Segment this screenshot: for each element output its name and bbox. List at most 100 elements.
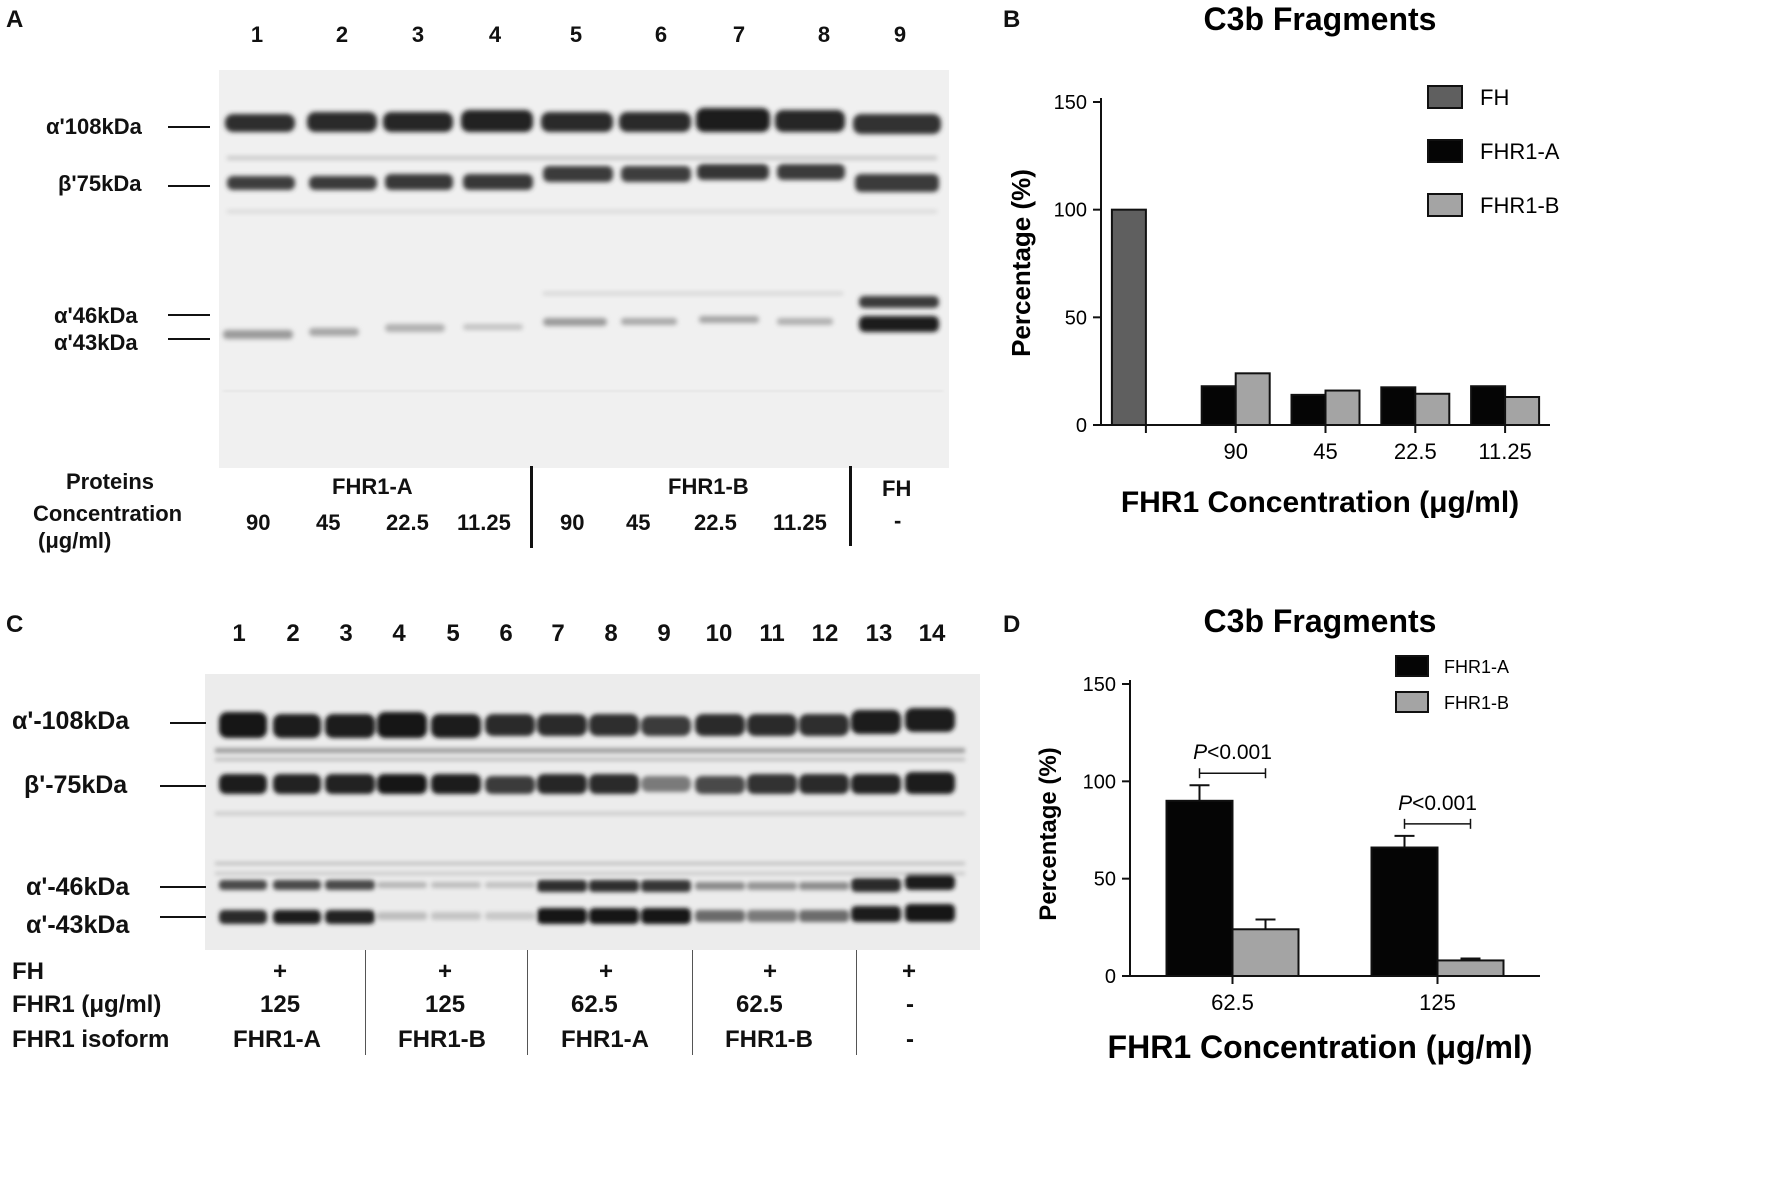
panel-c-marker-line <box>160 886 206 888</box>
bar <box>1110 208 1147 426</box>
p-symbol: P <box>1193 741 1207 764</box>
panel-c-row-label: FHR1 isoform <box>12 1026 170 1053</box>
panel-a-concentration-value: 22.5 <box>386 510 429 535</box>
y-tick-label: 100 <box>1083 771 1116 793</box>
panel-c-fhr1-value: 62.5 <box>736 991 783 1018</box>
x-tick-label: 62.5 <box>1211 990 1254 1015</box>
bar <box>1380 386 1417 427</box>
panel-c-lane-number: 8 <box>604 620 618 647</box>
panel-a-lane-number: 1 <box>250 22 264 47</box>
panel-a-gel <box>219 70 949 468</box>
p-threshold: <0.001 <box>1412 792 1477 815</box>
panel-a-group-label: FHR1-A <box>332 474 413 499</box>
panel-c-group-separator <box>856 950 857 1055</box>
panel-c-isoform-value: FHR1-A <box>233 1026 321 1053</box>
legend-swatch <box>1427 85 1463 109</box>
bar <box>1234 372 1271 427</box>
panel-c-gel <box>205 674 980 950</box>
panel-c-marker-line <box>160 785 206 787</box>
panel-c-group-separator <box>692 950 693 1055</box>
panel-c-lane-number: 5 <box>446 620 460 647</box>
legend-label: FH <box>1480 85 1509 110</box>
chart-title: C3b Fragments <box>1204 603 1437 639</box>
panel-c-marker-line <box>160 916 206 918</box>
panel-c-letter: C <box>6 611 24 638</box>
x-axis-title: FHR1 Concentration (μg/ml) <box>1121 486 1519 519</box>
panel-c-lane-number: 10 <box>705 620 733 647</box>
legend-label: FHR1-B <box>1480 193 1559 218</box>
panel-a-group-separator <box>849 466 852 546</box>
bar <box>1231 928 1300 977</box>
panel-a-concentration-value: 45 <box>626 510 651 535</box>
y-tick-label: 50 <box>1094 869 1116 891</box>
p-value-label: P<0.001 <box>1398 792 1477 815</box>
bar <box>1290 393 1327 426</box>
panel-a-proteins-label: Proteins <box>66 469 155 494</box>
panel-c-fh-value: + <box>902 958 917 985</box>
panel-a-group-label: FHR1-B <box>668 474 749 499</box>
panel-c-lane-number: 2 <box>286 620 300 647</box>
panel-c-fh-value: + <box>763 958 778 985</box>
panel-c-group-separator <box>527 950 528 1055</box>
legend-swatch <box>1395 655 1429 677</box>
panel-c-band-label: α'-108kDa <box>12 707 130 735</box>
panel-c-row-label: FHR1 (μg/ml) <box>12 991 162 1018</box>
bar <box>1504 396 1541 426</box>
panel-d-chart: C3b Fragments FHR1 Concentration (μg/ml) P… <box>1035 603 1540 1065</box>
panel-c-fhr1-value: 125 <box>425 991 466 1018</box>
panel-c-fhr1-value: 125 <box>260 991 301 1018</box>
p-threshold: <0.001 <box>1207 741 1272 764</box>
panel-c-fh-value: + <box>438 958 453 985</box>
panel-a-marker-line <box>168 185 210 187</box>
panel-a-concentration-value: 90 <box>560 510 585 535</box>
panel-a-lane-number: 6 <box>654 22 668 47</box>
y-tick-label: 100 <box>1054 200 1087 222</box>
x-tick-label: 11.25 <box>1478 439 1531 464</box>
panel-c-lane-number: 9 <box>657 620 671 647</box>
panel-c-fh-value: + <box>273 958 288 985</box>
bar <box>1436 959 1505 977</box>
panel-a-lane-number: 5 <box>569 22 583 47</box>
panel-b-chart: C3b Fragments FHR1 Concentration (μg/ml) P… <box>1006 1 1560 519</box>
panel-a-band-label: α'46kDa <box>54 303 138 328</box>
panel-c-band-label: α'-43kDa <box>26 911 130 939</box>
panel-a-concentration-value: 45 <box>316 510 341 535</box>
p-value-label: P<0.001 <box>1193 741 1272 764</box>
panel-c-lane-number: 13 <box>865 620 893 647</box>
panel-a-concentration-value: 22.5 <box>694 510 737 535</box>
panel-a-lane-number: 8 <box>817 22 831 47</box>
panel-a-band-label: β'75kDa <box>58 171 142 196</box>
panel-a-band-label: α'108kDa <box>46 114 142 139</box>
panel-c-isoform-value: - <box>906 1026 914 1053</box>
y-axis-title: Percentage (%) <box>1006 169 1036 357</box>
panel-c-lane-number: 1 <box>232 620 246 647</box>
panel-c-fhr1-value: 62.5 <box>571 991 618 1018</box>
y-tick-label: 50 <box>1065 307 1087 329</box>
panel-a-gel-bands <box>219 70 949 468</box>
panel-c-isoform-value: FHR1-A <box>561 1026 649 1053</box>
panel-a-marker-line <box>168 126 210 128</box>
bar <box>1324 389 1361 426</box>
panel-c-isoform-value: FHR1-B <box>398 1026 486 1053</box>
legend-swatch <box>1395 691 1429 713</box>
panel-a-band-label: α'43kDa <box>54 330 138 355</box>
panel-c-lane-number: 4 <box>392 620 406 647</box>
panel-a-concentration-value: 90 <box>246 510 271 535</box>
bar <box>1414 392 1451 427</box>
panel-a-group-label: FH <box>882 476 912 501</box>
y-tick-label: 150 <box>1054 92 1087 114</box>
bar <box>1200 385 1237 426</box>
p-symbol: P <box>1398 792 1412 815</box>
panel-b-letter: B <box>1003 6 1021 33</box>
panel-c-fhr1-value: - <box>906 991 914 1018</box>
panel-a-concentration-value: 11.25 <box>773 510 827 535</box>
panel-c-marker-line <box>170 722 206 724</box>
panel-c-lane-number: 6 <box>499 620 513 647</box>
panel-a-lane-number: 9 <box>893 22 907 47</box>
legend-label: FHR1-A <box>1444 657 1509 677</box>
panel-a-lane-number: 4 <box>488 22 502 47</box>
panel-c-fh-value: + <box>599 958 614 985</box>
panel-a-lane-number: 2 <box>335 22 349 47</box>
y-tick-label: 0 <box>1076 415 1087 437</box>
panel-a-concentration-value: 11.25 <box>457 510 511 535</box>
